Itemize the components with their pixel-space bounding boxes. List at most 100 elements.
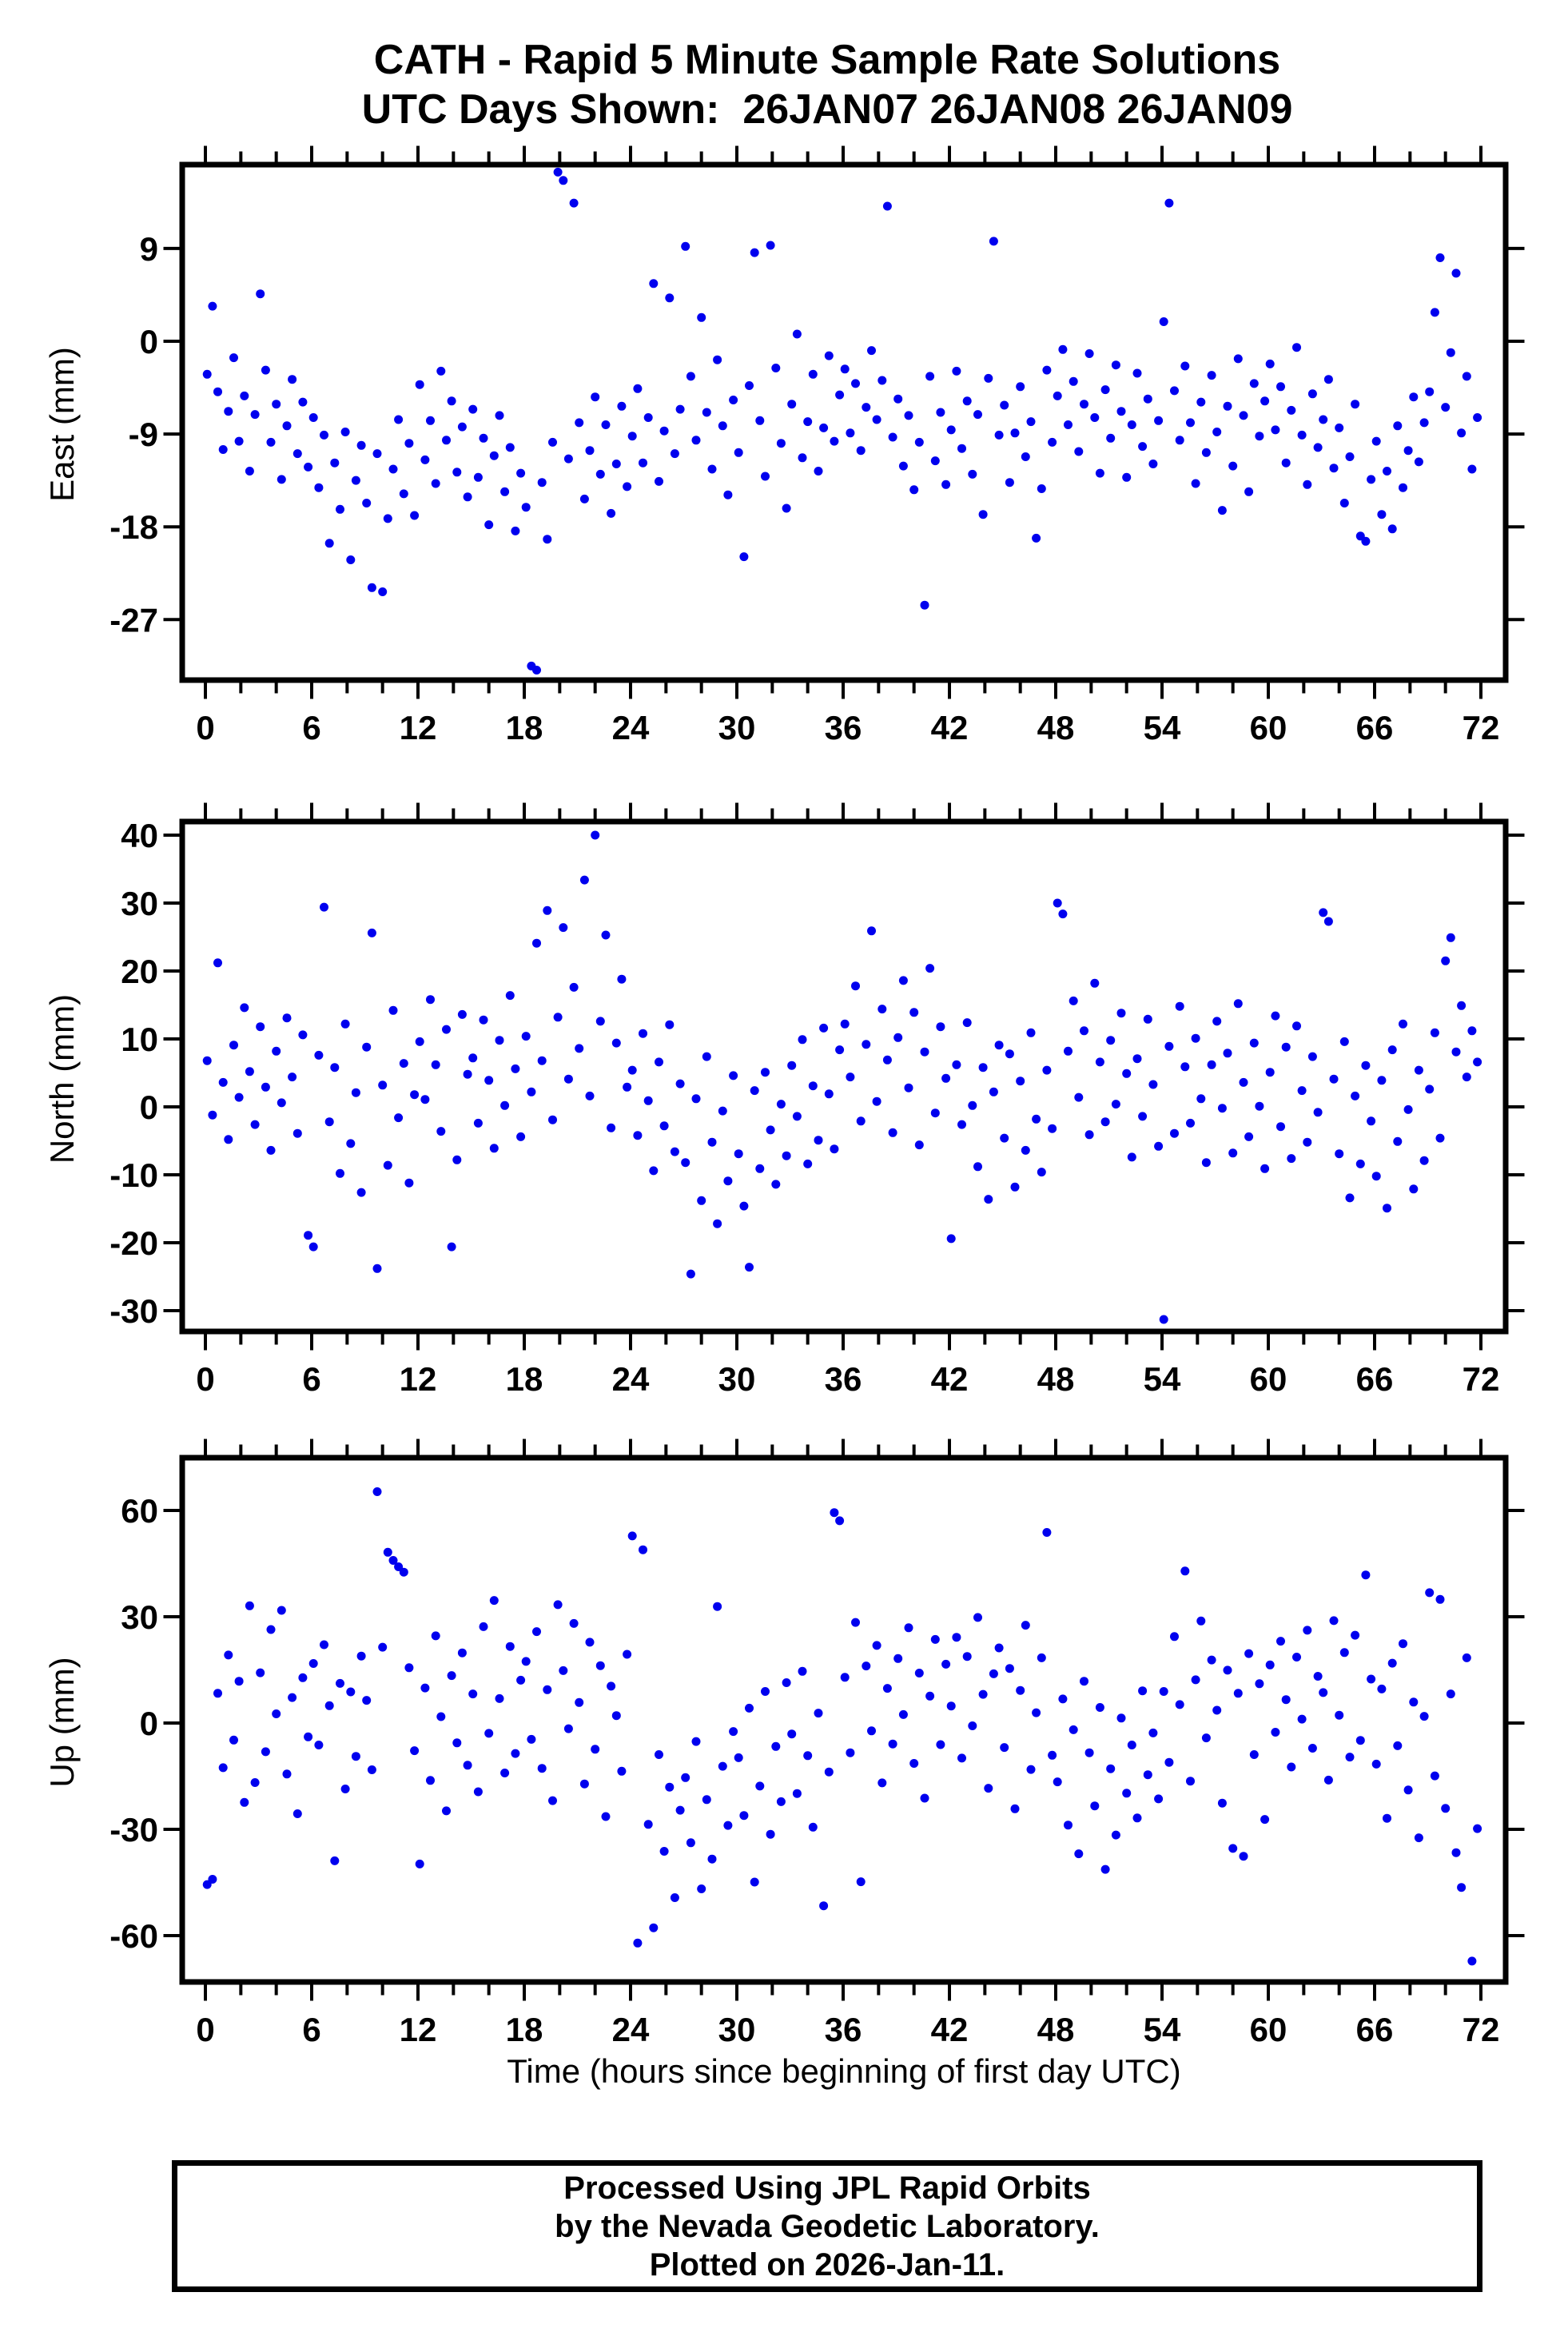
data-point [1090, 1801, 1100, 1811]
data-point [1403, 1785, 1413, 1795]
data-point [1371, 1172, 1381, 1181]
data-point [277, 1606, 286, 1615]
data-point [617, 974, 627, 984]
data-point [516, 1132, 526, 1141]
data-point [500, 1100, 510, 1110]
data-point [266, 437, 276, 447]
data-point [771, 1180, 781, 1189]
data-point [835, 1516, 845, 1526]
plot-frame-east [179, 161, 1509, 683]
data-point [633, 384, 643, 393]
data-point [1473, 1824, 1482, 1833]
data-point [670, 1893, 679, 1902]
plot-frame-north [179, 818, 1509, 1335]
data-point [898, 1709, 908, 1719]
data-point [250, 1778, 260, 1787]
data-point [1239, 1852, 1248, 1861]
data-point [208, 301, 217, 311]
chart-title-block: CATH - Rapid 5 Minute Sample Rate Soluti… [172, 35, 1482, 134]
data-point [308, 1659, 318, 1668]
data-point [1186, 1777, 1195, 1786]
data-point [1016, 382, 1025, 392]
data-point [814, 1709, 823, 1718]
data-point [304, 462, 313, 472]
y-tick-label: -20 [109, 1224, 158, 1262]
data-point [1191, 479, 1200, 488]
data-point [729, 1071, 738, 1080]
data-point [404, 1178, 414, 1188]
data-point [782, 1678, 791, 1687]
data-point [611, 1711, 621, 1721]
data-point [511, 1064, 520, 1073]
data-point [213, 958, 222, 968]
y-tick-label: -10 [109, 1156, 158, 1194]
data-point [202, 1056, 212, 1065]
data-point [543, 905, 552, 915]
data-point [553, 167, 563, 177]
data-point [288, 1693, 297, 1702]
data-point [1244, 487, 1254, 496]
data-point [707, 1854, 717, 1864]
data-point [936, 1740, 945, 1749]
data-point [1399, 1639, 1407, 1649]
data-point [771, 364, 781, 372]
data-point [611, 460, 621, 468]
data-point [957, 1753, 966, 1763]
data-point [904, 1623, 913, 1633]
data-point [505, 443, 515, 452]
data-point [946, 1701, 956, 1711]
data-point [920, 600, 929, 610]
data-point [1265, 359, 1275, 368]
data-point [1159, 1687, 1168, 1696]
data-point [532, 666, 541, 675]
data-point [898, 976, 908, 985]
data-point [882, 201, 892, 211]
data-point [1069, 996, 1078, 1005]
data-point [304, 1231, 313, 1240]
data-point [1473, 413, 1482, 422]
data-point [1186, 1118, 1195, 1128]
data-point [1255, 1679, 1264, 1689]
data-point [272, 1046, 281, 1056]
chart-subtitle: UTC Days Shown: 26JAN07 26JAN08 26JAN09 [361, 86, 1293, 133]
data-point [527, 1734, 536, 1744]
data-point [426, 416, 435, 425]
data-point [1371, 436, 1381, 446]
data-point [776, 1797, 786, 1806]
data-point [920, 1793, 929, 1803]
data-point [452, 468, 462, 477]
data-point [888, 432, 897, 442]
data-point [320, 902, 328, 912]
x-tick-label: 6 [302, 709, 320, 746]
data-point [1457, 428, 1467, 438]
data-point [1207, 1060, 1216, 1069]
data-point [261, 1747, 270, 1757]
data-point [521, 503, 531, 512]
data-point [851, 379, 860, 388]
data-point [1451, 1848, 1461, 1857]
data-point [1255, 1101, 1264, 1111]
y-tick-label: -30 [109, 1292, 158, 1330]
data-point [782, 1151, 791, 1160]
data-point [659, 1847, 669, 1856]
data-point [787, 1729, 797, 1739]
y-tick-label: 40 [121, 817, 158, 854]
data-point [1355, 1736, 1365, 1745]
data-point [1313, 1672, 1323, 1681]
data-point [607, 1123, 616, 1132]
data-point [388, 1005, 398, 1015]
data-point [755, 416, 765, 425]
data-point [766, 241, 775, 250]
data-point [761, 1068, 770, 1077]
data-point [1297, 1086, 1307, 1096]
data-point [367, 928, 376, 937]
data-point [511, 526, 520, 535]
data-point [1217, 506, 1227, 515]
data-point [803, 1159, 813, 1168]
data-point [1287, 1154, 1296, 1164]
data-point [1154, 416, 1164, 425]
data-point [372, 1487, 382, 1496]
data-point [643, 1096, 653, 1105]
data-point [394, 1113, 404, 1123]
data-point [489, 1144, 499, 1153]
